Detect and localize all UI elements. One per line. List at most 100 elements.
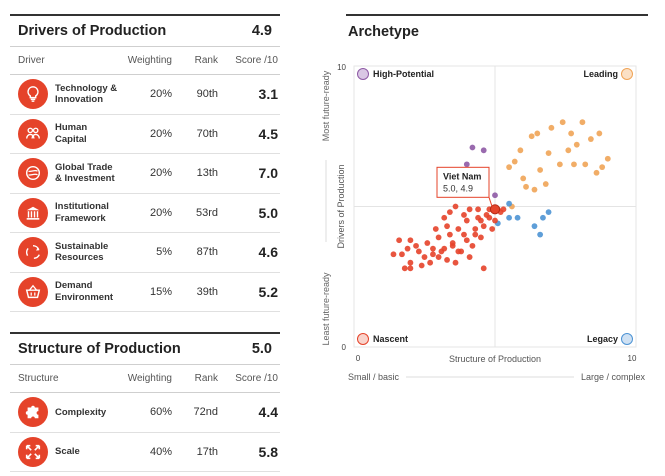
data-point-nascent <box>401 265 408 272</box>
data-point-nascent <box>478 217 484 224</box>
table-row: Sustainable Resources 5% 87th 4.6 <box>10 233 280 273</box>
col-score: Score /10 <box>235 373 278 384</box>
scores-panel: Drivers of Production 4.9 Driver Weighti… <box>10 14 280 472</box>
puzzle-icon <box>18 397 48 428</box>
row-rank: 53rd <box>195 206 218 219</box>
data-point-legacy <box>514 214 521 221</box>
x-axis-right-label: Large / complex <box>581 372 646 382</box>
legend-swatch-high-potential <box>357 68 369 80</box>
data-point-nascent <box>463 217 470 224</box>
tooltip-country: Viet Nam <box>443 171 481 181</box>
drivers-score: 4.9 <box>251 23 272 39</box>
row-score: 5.8 <box>258 443 278 460</box>
data-point-nascent <box>452 203 459 210</box>
data-point-leading <box>573 141 580 148</box>
row-score: 4.6 <box>258 244 278 261</box>
data-point-leading <box>545 150 552 157</box>
quadrant-label-high-potential: High-Potential <box>373 69 434 79</box>
data-point-nascent <box>478 234 484 241</box>
data-point-nascent <box>492 217 498 224</box>
data-point-leading <box>568 130 575 137</box>
drivers-title: Drivers of Production <box>18 23 167 39</box>
data-point-nascent <box>441 214 448 221</box>
data-point-nascent <box>399 251 405 258</box>
data-point-leading <box>579 119 586 126</box>
drivers-column-headers: Driver Weighting Rank Score /10 <box>10 47 280 75</box>
data-point-legacy <box>537 231 544 238</box>
data-point-nascent <box>455 248 462 255</box>
data-point-legacy <box>545 209 552 216</box>
row-name: Demand Environment <box>55 280 114 303</box>
data-point-leading <box>528 133 535 140</box>
legend-swatch-leading <box>621 68 633 80</box>
data-point-nascent <box>407 237 414 244</box>
recycle-icon <box>18 237 48 268</box>
data-point-nascent <box>430 245 436 252</box>
archetype-panel: Archetype <box>346 14 648 47</box>
row-rank: 70th <box>196 127 218 140</box>
data-point-nascent <box>461 231 467 238</box>
row-weighting: 20% <box>149 127 172 140</box>
row-weighting: 40% <box>149 445 172 458</box>
data-point-leading <box>571 161 577 168</box>
structure-column-headers: Structure Weighting Rank Score /10 <box>10 365 280 393</box>
row-label: Scale <box>18 436 122 467</box>
row-label: Global Trade & Investment <box>18 158 122 189</box>
data-point-high-potential <box>463 161 470 168</box>
data-point-leading <box>506 164 512 171</box>
row-weighting: 5% <box>156 246 172 259</box>
data-point-nascent <box>421 254 428 260</box>
data-point-nascent <box>480 265 487 272</box>
data-point-leading <box>534 130 541 137</box>
table-row: Scale 40% 17th 5.8 <box>10 433 280 472</box>
row-score: 3.1 <box>258 86 278 103</box>
x-tick-label: 10 <box>628 354 637 363</box>
legend-swatch-legacy <box>621 333 633 345</box>
row-score: 5.2 <box>258 283 278 300</box>
data-point-nascent <box>472 231 479 238</box>
data-point-high-potential <box>469 144 476 151</box>
x-tick-label: 0 <box>356 354 361 363</box>
data-point-nascent <box>500 206 507 213</box>
archetype-title: Archetype <box>346 14 648 47</box>
col-weighting: Weighting <box>127 55 172 66</box>
data-point-legacy <box>506 214 512 221</box>
row-rank: 72nd <box>193 406 218 419</box>
data-point-nascent <box>396 237 403 244</box>
structure-header: Structure of Production 5.0 <box>10 332 280 365</box>
table-row: Demand Environment 15% 39th 5.2 <box>10 273 280 312</box>
table-row: Complexity 60% 72nd 4.4 <box>10 393 280 433</box>
data-point-nascent <box>407 265 414 272</box>
row-rank: 39th <box>196 285 218 298</box>
row-rank: 13th <box>196 167 218 180</box>
row-score: 4.5 <box>258 125 278 142</box>
row-name: Global Trade & Investment <box>55 161 115 185</box>
data-point-leading <box>542 181 549 187</box>
table-row: Technology & Innovation 20% 90th 3.1 <box>10 75 280 115</box>
data-point-leading <box>537 167 544 173</box>
col-rank: Rank <box>194 55 218 66</box>
drivers-header: Drivers of Production 4.9 <box>10 14 280 47</box>
data-point-nascent <box>486 214 493 221</box>
data-point-nascent <box>472 226 479 232</box>
row-label: Institutional Framework <box>18 197 122 228</box>
data-point-leading <box>599 164 606 171</box>
table-row: Human Capital 20% 70th 4.5 <box>10 115 280 154</box>
col-weighting: Weighting <box>127 373 172 384</box>
structure-title: Structure of Production <box>18 341 181 357</box>
row-label: Complexity <box>18 397 122 428</box>
data-point-nascent <box>452 259 459 266</box>
data-point-leading <box>520 175 527 182</box>
x-axis-title: Structure of Production <box>449 354 541 364</box>
data-point-nascent <box>475 206 481 213</box>
row-name: Sustainable Resources <box>55 240 109 264</box>
row-rank: 87th <box>196 246 218 259</box>
data-point-nascent <box>449 242 456 249</box>
data-point-nascent <box>441 245 448 252</box>
col-score: Score /10 <box>235 55 278 66</box>
row-label: Demand Environment <box>18 276 122 307</box>
drivers-table: Technology & Innovation 20% 90th 3.1 Human Cap… <box>10 75 280 312</box>
data-point-nascent <box>430 251 436 258</box>
data-point-nascent <box>480 223 487 230</box>
row-name: Complexity <box>55 406 107 418</box>
